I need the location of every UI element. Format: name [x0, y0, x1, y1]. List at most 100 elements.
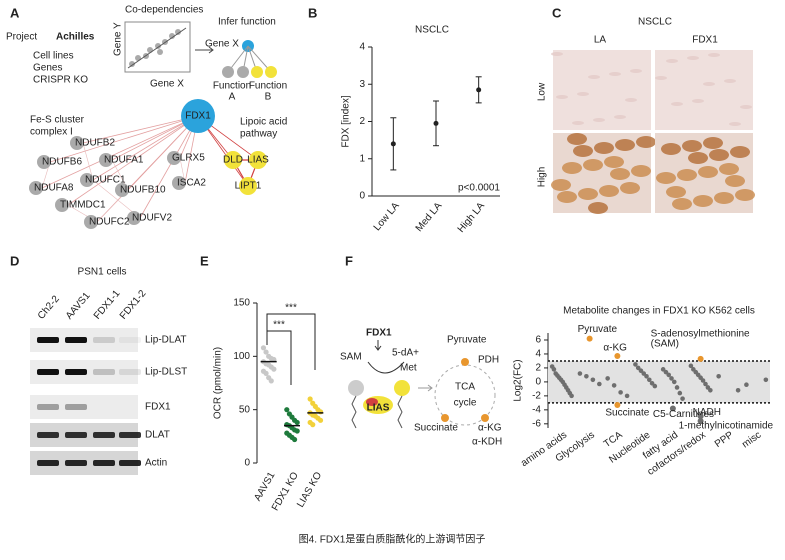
- gene-label: NDUFB2: [75, 138, 115, 149]
- tissue-blob: [588, 75, 600, 79]
- network-edge: [82, 142, 94, 181]
- tissue-blob: [729, 122, 741, 126]
- tissue-blob: [693, 195, 713, 207]
- tca-cycle: [434, 364, 496, 426]
- metabolite-point: [744, 382, 749, 387]
- network-edge: [139, 115, 199, 219]
- network-edge: [67, 115, 199, 206]
- dot: [317, 409, 324, 415]
- tissue-blob: [609, 72, 621, 76]
- annotated-point: [614, 401, 621, 408]
- point: [476, 87, 482, 93]
- tissue-blob: [636, 136, 656, 148]
- metabolite-point: [735, 387, 741, 393]
- gene-label: TIMMDC1: [60, 200, 106, 211]
- tissue-blob: [599, 185, 619, 197]
- pdh-label: PDH: [478, 355, 499, 366]
- y-tick-label: 0: [359, 191, 365, 202]
- network-edge: [92, 115, 199, 181]
- blot-band: [119, 369, 141, 375]
- metabolite-point: [708, 387, 713, 393]
- gene-node: [99, 153, 113, 167]
- y-tick-label: -6: [532, 418, 541, 429]
- metabolite-point: [597, 381, 602, 387]
- blot-band: [93, 432, 115, 438]
- metabolite-point: [652, 383, 658, 389]
- group-label: Lipoic acid: [240, 117, 287, 128]
- mini-point: [175, 29, 181, 35]
- function-label: A: [229, 92, 236, 103]
- point-label: 1-methylnicotinamide: [679, 421, 774, 432]
- metabolite-point: [577, 371, 583, 376]
- point: [433, 120, 439, 126]
- gene-label: NDUFA8: [34, 183, 74, 194]
- network-edge: [41, 115, 199, 189]
- blot-band: [37, 369, 59, 375]
- codep-title: Co-dependencies: [125, 5, 203, 16]
- metabolite-point: [703, 381, 708, 387]
- enzyme-core: [366, 398, 378, 406]
- tissue-blob: [631, 165, 651, 177]
- metabolite-dot: [461, 358, 469, 366]
- tissue-blob: [682, 140, 702, 152]
- tissue-blob: [572, 121, 584, 125]
- func-node: [222, 66, 234, 78]
- func-node: [251, 66, 263, 78]
- mini-point: [169, 33, 175, 39]
- tissue-blob: [604, 156, 624, 168]
- metabolite-point: [638, 368, 644, 374]
- mini-xlabel: Gene X: [150, 79, 184, 90]
- blot-band: [37, 432, 59, 438]
- annotated-point: [669, 405, 676, 412]
- substrate: [394, 380, 410, 396]
- tissue-image: [655, 50, 753, 130]
- point-label: Succinate: [605, 408, 649, 419]
- gene-label: NDUFB6: [42, 157, 82, 168]
- blot-band: [65, 404, 87, 410]
- dot: [263, 349, 269, 355]
- gene-node: [172, 176, 186, 190]
- metabolite-point: [641, 371, 647, 376]
- gene-label: LIAS: [247, 155, 269, 166]
- dot: [260, 345, 267, 351]
- metabolite-point: [671, 379, 677, 385]
- tissue-blob: [588, 202, 608, 214]
- gene-label: DLD: [223, 155, 243, 166]
- tissue-blob: [692, 99, 704, 103]
- metabolite-point: [680, 396, 685, 401]
- metabolite-dot: [441, 414, 449, 422]
- gene-node: [224, 151, 242, 169]
- func-node: [237, 66, 249, 78]
- metabolite-point: [666, 372, 672, 378]
- y-tick-label: 2: [535, 363, 541, 374]
- gene-label: NDUFC1: [85, 175, 126, 186]
- infer-title: Infer function: [218, 17, 276, 28]
- row-label: FDX1: [145, 402, 171, 413]
- panel-letter: C: [552, 5, 562, 20]
- tissue-blob: [666, 186, 686, 198]
- logo: Project: [6, 32, 37, 43]
- dot: [271, 356, 277, 363]
- tissue-blob: [725, 175, 745, 187]
- func-node: [265, 66, 277, 78]
- annotated-point: [697, 418, 704, 425]
- gene-node: [127, 211, 141, 225]
- chart-title: Metabolite changes in FDX1 KO K562 cells: [563, 306, 755, 317]
- dot: [307, 396, 313, 402]
- tissue-blob: [593, 118, 605, 122]
- blot-band: [65, 432, 87, 438]
- tissue-blob: [656, 172, 676, 184]
- gene-node: [167, 151, 181, 165]
- point-label: α-KG: [603, 343, 627, 354]
- tissue-blob: [594, 142, 614, 154]
- metabolite-point: [663, 369, 669, 375]
- panel-title: PSN1 cells: [78, 267, 127, 278]
- lias-label: LIAS: [367, 403, 390, 414]
- product-label: Met: [400, 363, 417, 374]
- annotated-point: [697, 355, 704, 362]
- tissue-blob: [714, 192, 734, 204]
- panel-title: NSCLC: [638, 17, 672, 28]
- substrate: [348, 380, 364, 396]
- panel-letter: A: [10, 5, 20, 20]
- tissue-blob: [620, 182, 640, 194]
